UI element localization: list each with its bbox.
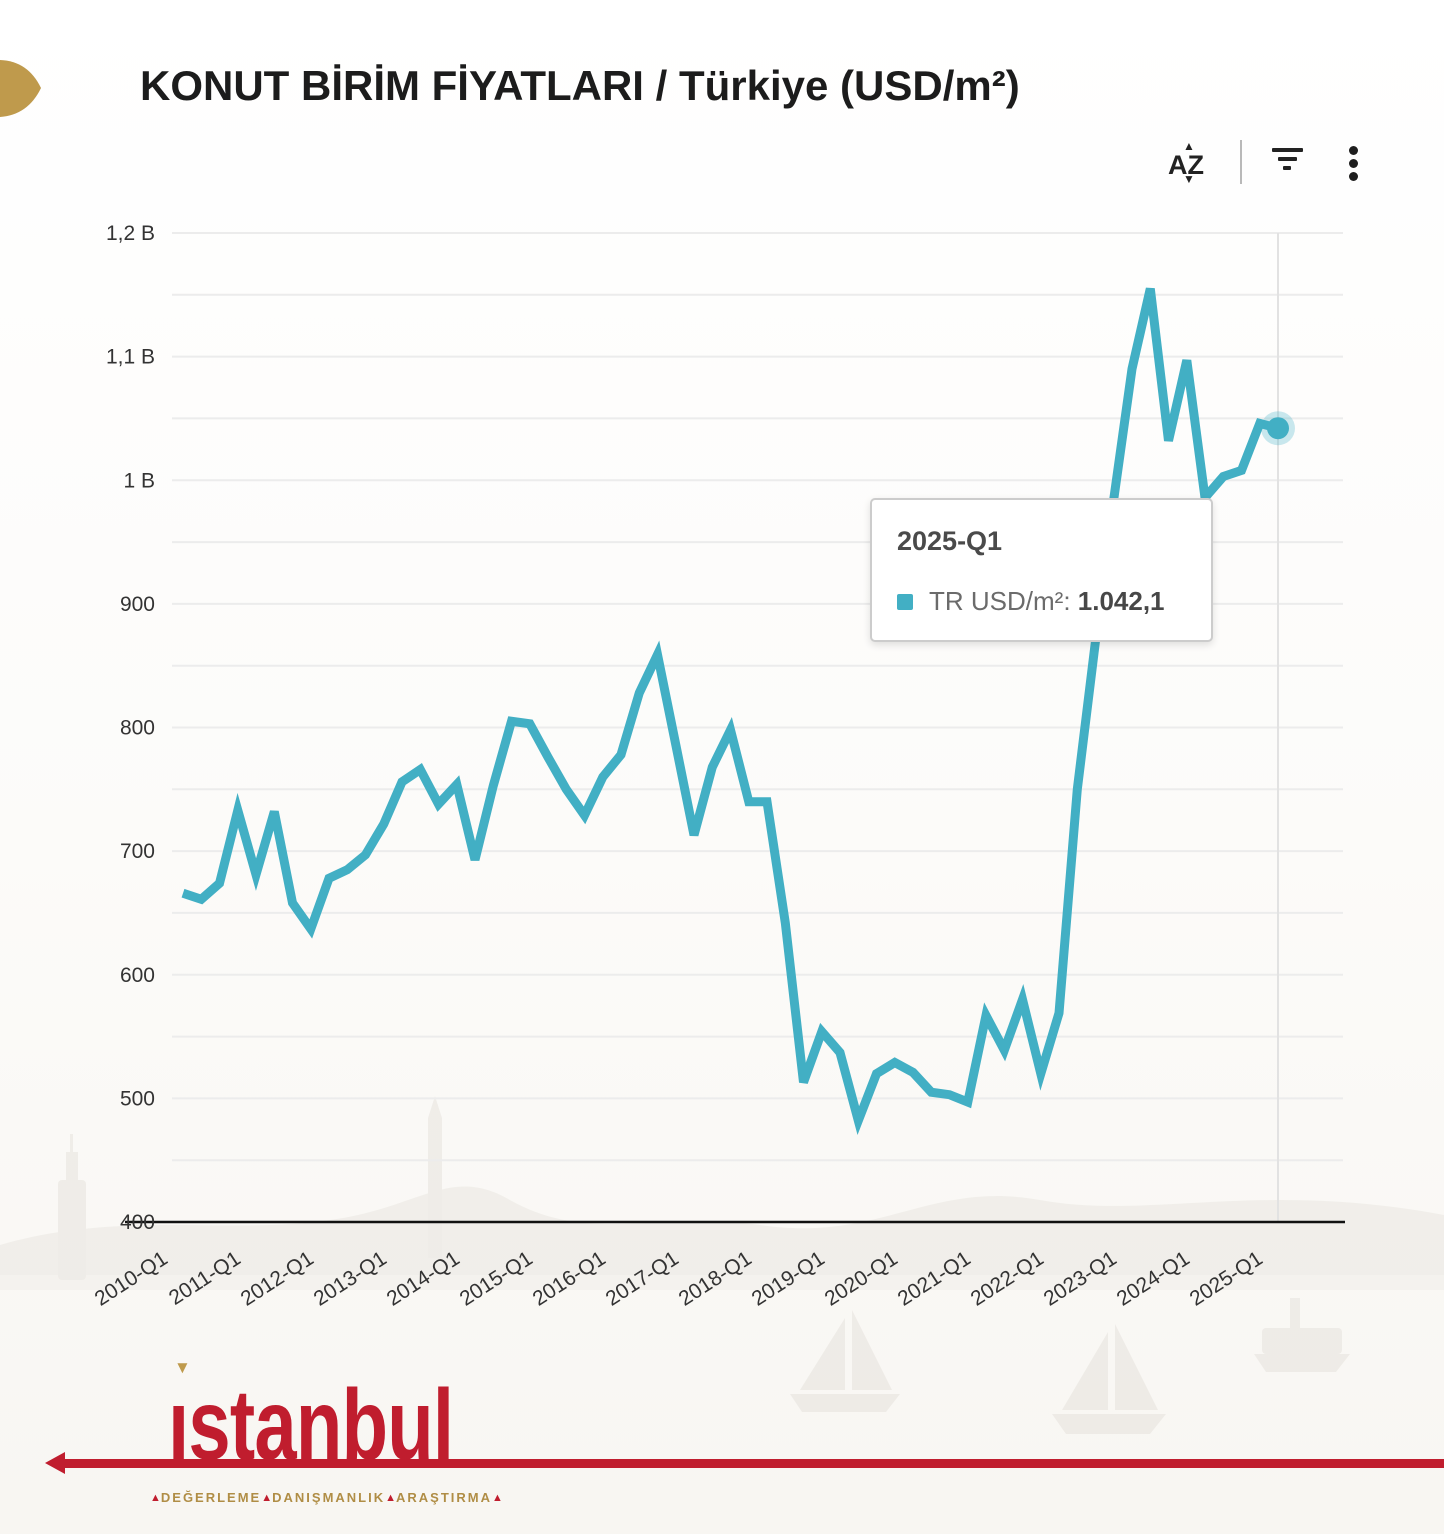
x-tick-label: 2011-Q1: [165, 1247, 245, 1310]
x-tick-label: 2022-Q1: [967, 1247, 1048, 1311]
tagline-triangle-icon: ▲: [492, 1491, 503, 1504]
y-tick-label: 800: [120, 717, 155, 740]
y-tick-label: 500: [120, 1087, 155, 1110]
x-tick-label: 2024-Q1: [1113, 1247, 1194, 1311]
data-point-marker[interactable]: [1267, 417, 1289, 440]
logo-gold-triangle-icon: ▼: [174, 1358, 191, 1377]
y-tick-label: 1 B: [123, 469, 155, 492]
tagline-triangle-icon: ▲: [385, 1491, 397, 1504]
logo-wordmark: ıstanbul: [168, 1369, 454, 1481]
toolbar-divider: [1240, 140, 1242, 184]
series-line[interactable]: [181, 287, 1280, 1136]
x-tick-label: 2018-Q1: [675, 1247, 756, 1311]
x-tick-label: 2016-Q1: [529, 1247, 610, 1311]
sort-az-icon[interactable]: ▲ AZ ▼: [1168, 139, 1214, 186]
x-tick-label: 2013-Q1: [310, 1247, 391, 1311]
y-tick-label: 400: [120, 1211, 155, 1234]
sort-caret-down-icon: ▼: [1183, 172, 1195, 186]
y-tick-label: 1,2 B: [106, 222, 155, 245]
tagline-triangle-icon: ▲: [150, 1491, 161, 1504]
sort-caret-up-icon: ▲: [1183, 139, 1195, 153]
kebab-menu-icon[interactable]: [1348, 142, 1360, 182]
x-tick-label: 2014-Q1: [383, 1247, 464, 1311]
chart-toolbar: ▲ AZ ▼: [1160, 136, 1380, 188]
x-tick-label: 2021-Q1: [894, 1247, 975, 1311]
logo-underline: [64, 1459, 1444, 1468]
tagline-word: DEĞERLEME: [160, 1490, 262, 1505]
istanbul-engraving-watermark: [0, 1096, 1444, 1434]
chart-tooltip: 2025-Q1 TR USD/m²: 1.042,1: [870, 498, 1213, 642]
logo-arrow-icon: [45, 1452, 65, 1474]
x-tick-label: 2020-Q1: [821, 1247, 902, 1311]
x-tick-label: 2025-Q1: [1186, 1247, 1267, 1311]
y-tick-label: 1,1 B: [106, 346, 155, 369]
tooltip-title: 2025-Q1: [897, 526, 1003, 556]
tagline-triangle-icon: ▲: [261, 1491, 273, 1504]
x-tick-label: 2017-Q1: [602, 1247, 683, 1311]
tagline-word: ARAŞTIRMA: [396, 1490, 493, 1505]
tagline-word: DANIŞMANLIK: [272, 1490, 386, 1505]
sort-letter-a: A: [1168, 150, 1188, 180]
tooltip-series-label: TR USD/m²:: [929, 586, 1078, 616]
gold-leaf-icon: [0, 60, 41, 117]
x-tick-label: 2023-Q1: [1040, 1247, 1121, 1311]
x-tick-label: 2015-Q1: [456, 1247, 537, 1311]
series-swatch-icon: [897, 593, 913, 610]
logo-tagline: ▲ DEĞERLEME ▲ DANIŞMANLIK ▲ ARAŞTIRMA ▲: [150, 1490, 503, 1505]
x-tick-label: 2012-Q1: [237, 1247, 318, 1311]
y-tick-label: 700: [120, 840, 155, 863]
filter-icon[interactable]: [1272, 146, 1304, 172]
x-tick-label: 2010-Q1: [91, 1247, 172, 1311]
y-tick-label: 600: [120, 964, 155, 987]
page-title: KONUT BİRİM FİYATLARI / Türkiye (USD/m²): [140, 62, 1020, 109]
x-tick-label: 2019-Q1: [748, 1247, 829, 1311]
tooltip-value: 1.042,1: [1077, 586, 1165, 616]
y-tick-label: 900: [120, 593, 155, 616]
sort-letter-z: Z: [1187, 150, 1205, 180]
tooltip-row: TR USD/m²: 1.042,1: [897, 586, 1165, 617]
